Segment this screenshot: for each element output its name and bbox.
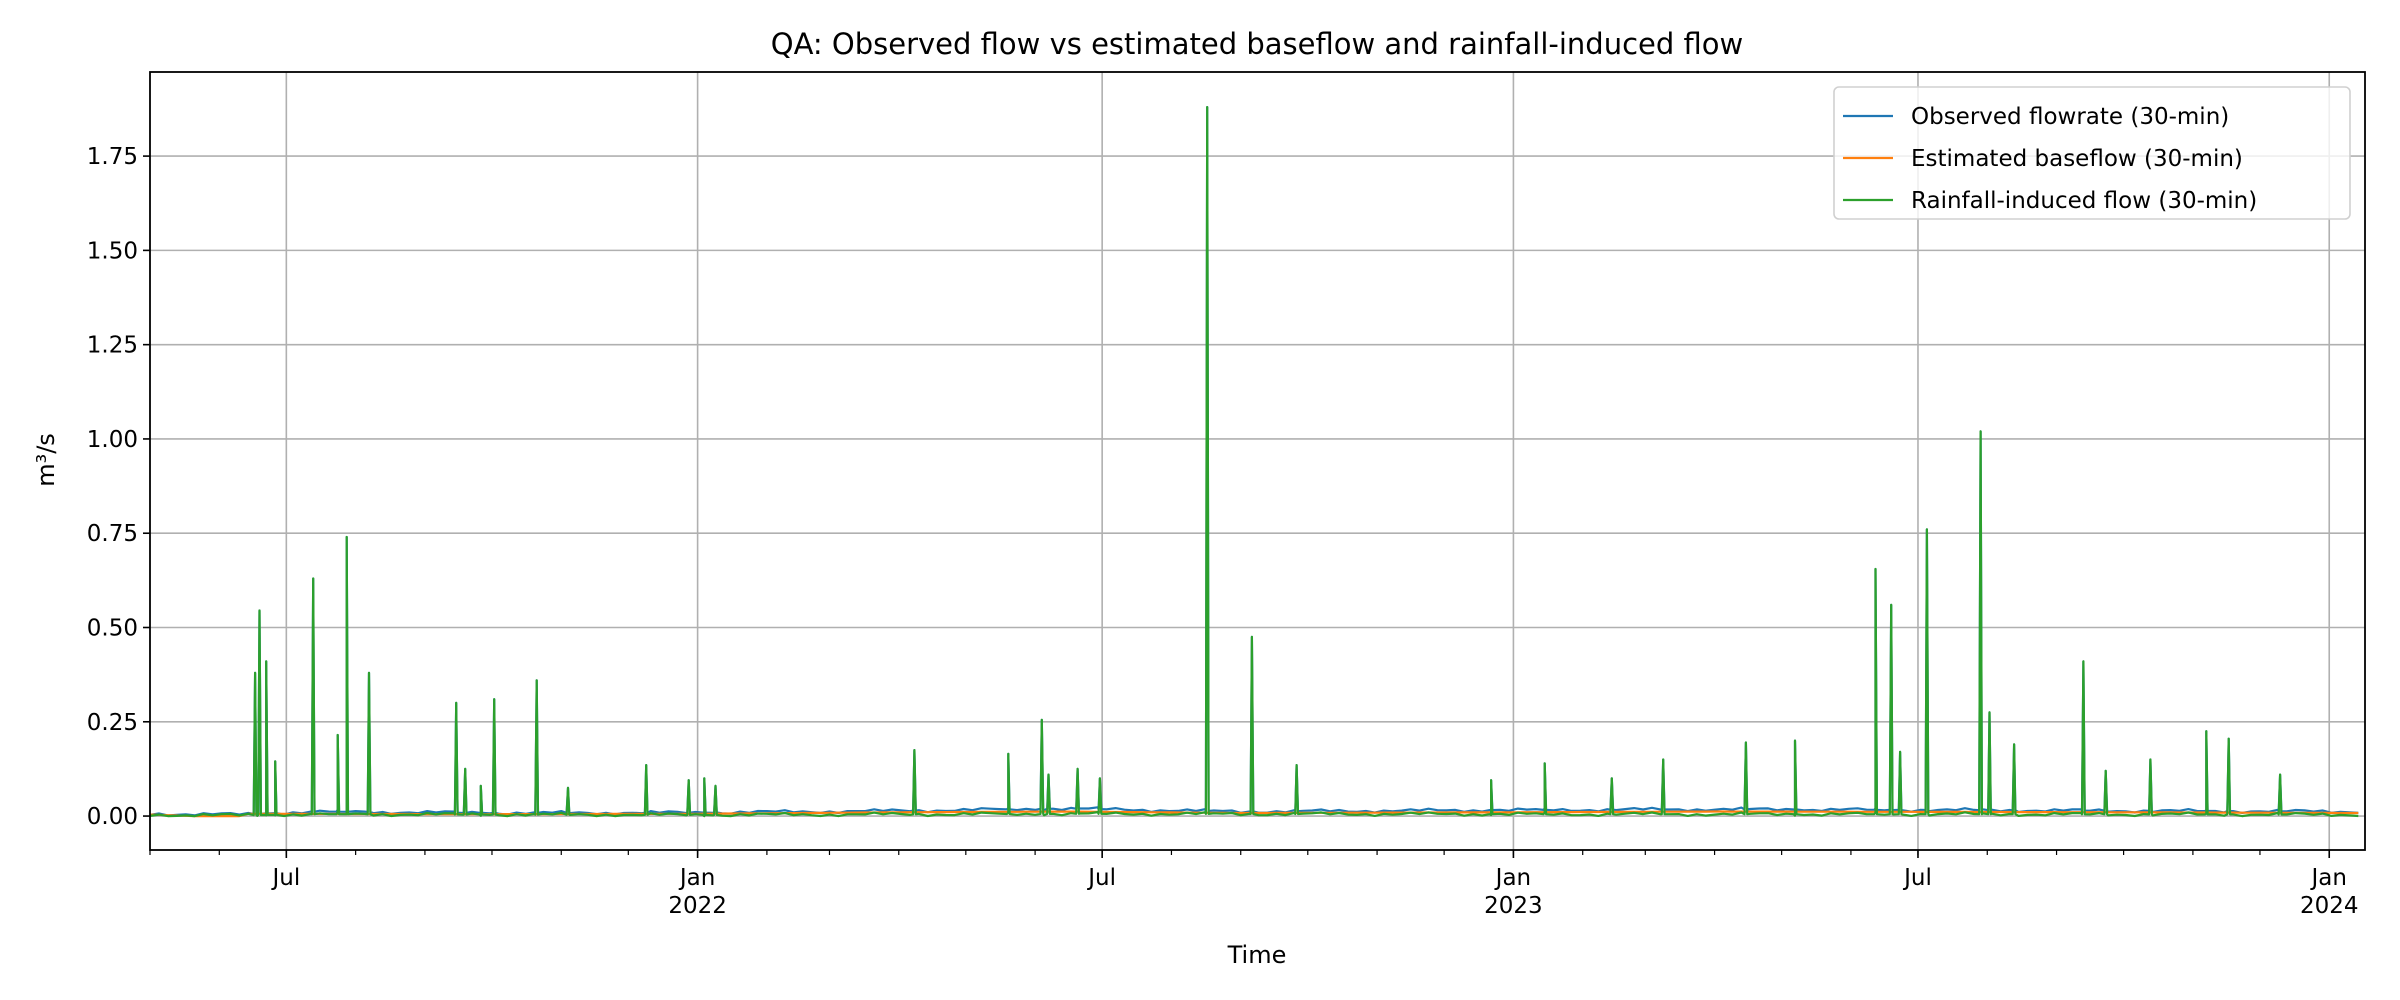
x-tick-label: Jul <box>1902 865 1932 891</box>
chart-title: QA: Observed flow vs estimated baseflow … <box>771 27 1743 61</box>
y-tick-label: 1.25 <box>87 333 138 359</box>
y-tick-label: 0.00 <box>87 804 138 830</box>
x-tick-label: Jan <box>678 865 715 891</box>
x-tick-year-label: 2022 <box>668 893 727 919</box>
y-tick-label: 1.75 <box>87 144 138 170</box>
x-tick-year-label: 2024 <box>2300 893 2359 919</box>
x-tick-label: Jan <box>1494 865 1531 891</box>
plot-area <box>149 106 2359 818</box>
grid <box>150 72 2365 850</box>
legend-box <box>1833 86 2351 220</box>
x-tick-label: Jul <box>1086 865 1116 891</box>
y-tick-label: 0.75 <box>87 521 138 547</box>
legend-label: Rainfall-induced flow (30-min) <box>1911 188 2257 214</box>
legend-label: Observed flowrate (30-min) <box>1911 104 2229 130</box>
y-tick-label: 1.00 <box>87 427 138 453</box>
y-tick-label: 1.50 <box>87 238 138 264</box>
legend-label: Estimated baseflow (30-min) <box>1911 146 2243 172</box>
x-tick-year-label: 2023 <box>1484 893 1543 919</box>
x-tick-label: Jan <box>2310 865 2347 891</box>
x-tick-label: Jul <box>270 865 300 891</box>
axes-frame <box>149 71 2366 851</box>
series-line-rainfall <box>149 106 2359 818</box>
legend: Observed flowrate (30-min) Estimated base… <box>1833 86 2351 220</box>
y-axis-label: m³/s <box>32 433 60 487</box>
x-axis-label: Time <box>1227 941 1287 969</box>
y-tick-label: 0.50 <box>87 615 138 641</box>
y-tick-label: 0.25 <box>87 710 138 736</box>
